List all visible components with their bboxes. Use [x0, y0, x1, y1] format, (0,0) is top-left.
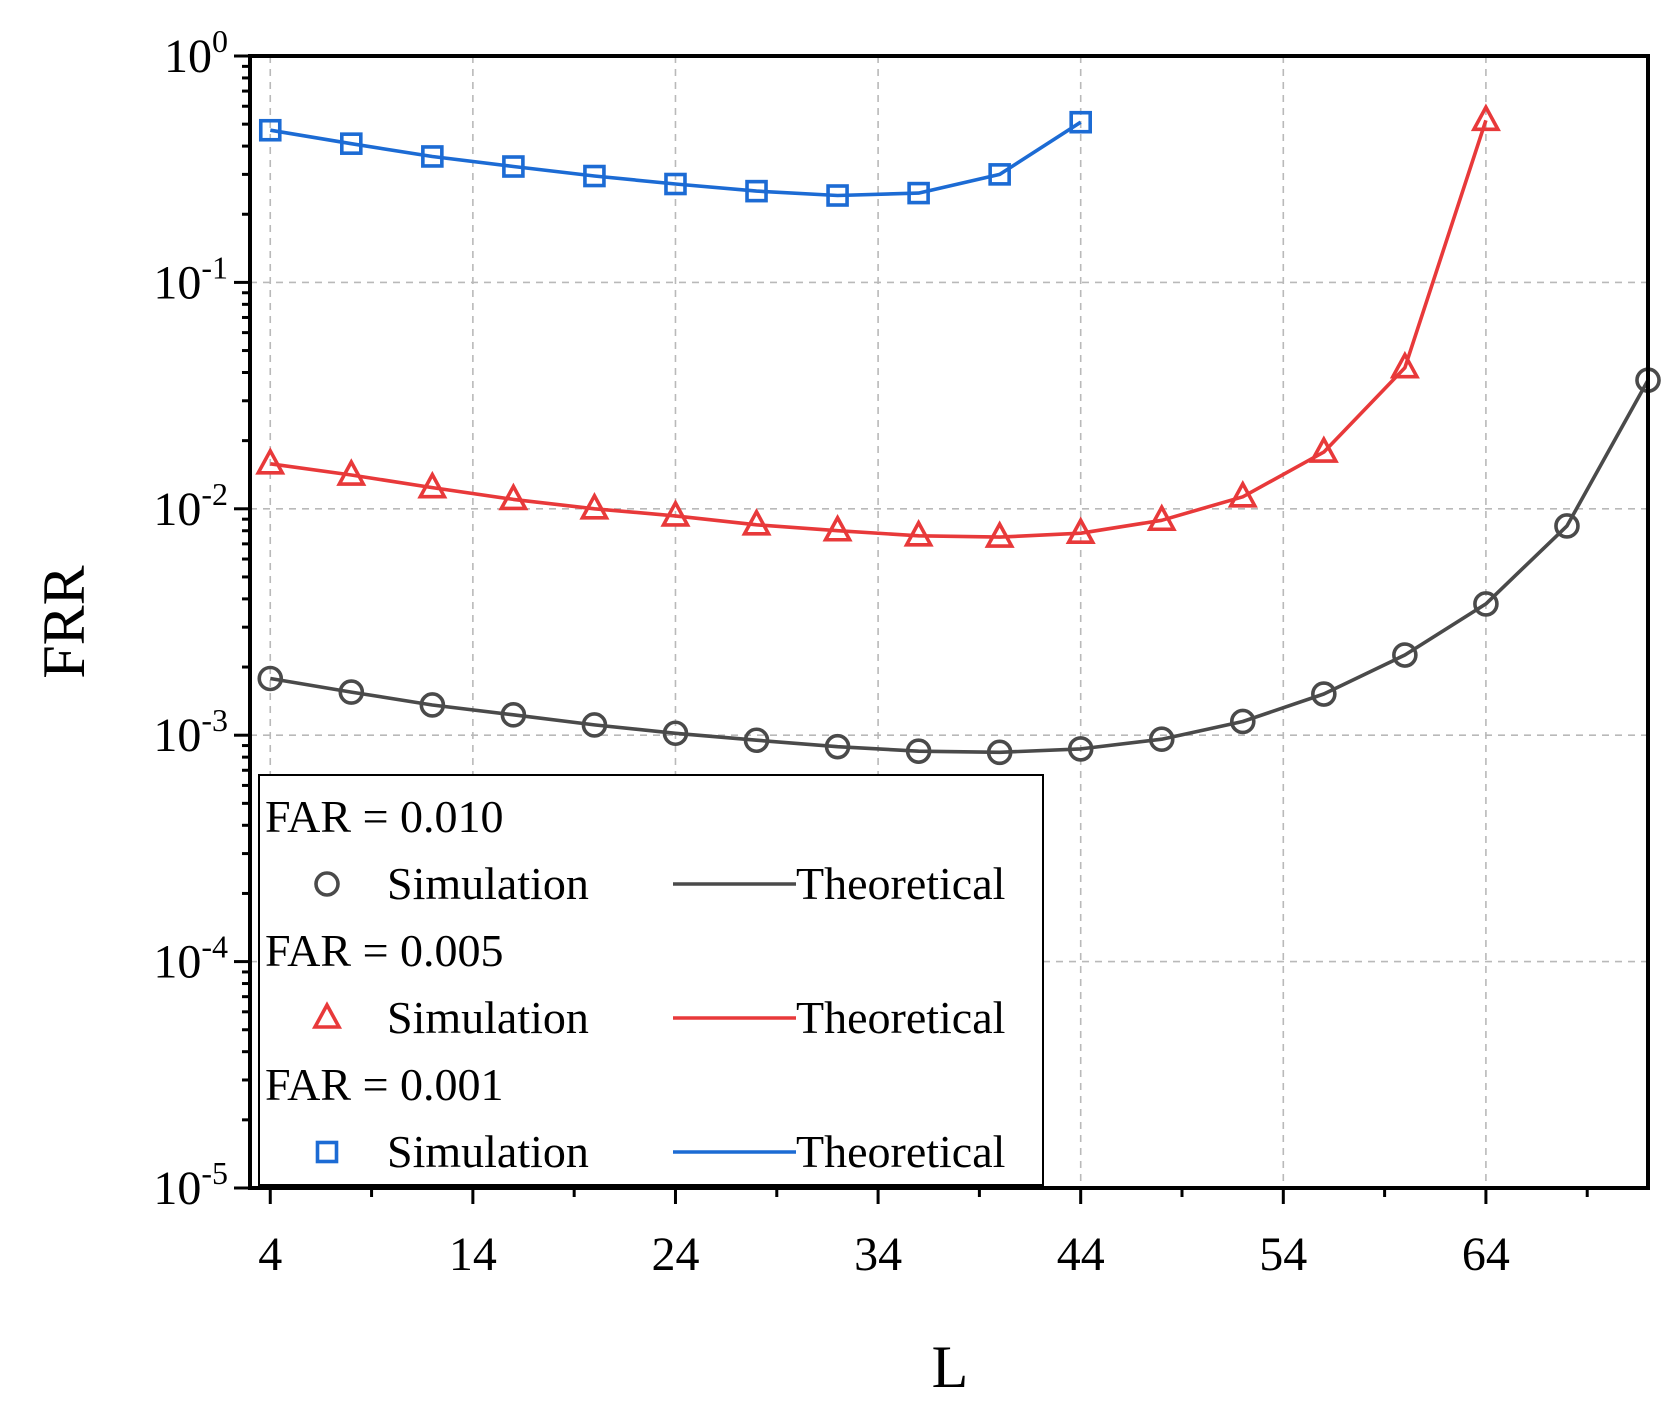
- simulation-marker: [1311, 681, 1337, 707]
- simulation-marker: [1227, 480, 1258, 508]
- x-tick-label: 64: [1462, 1228, 1510, 1281]
- series-group: [257, 367, 1661, 766]
- simulation-marker: [421, 145, 444, 168]
- legend-box: [258, 774, 1044, 1186]
- y-axis-title: FRR: [31, 565, 97, 678]
- simulation-marker: [1392, 642, 1418, 668]
- simulation-marker: [336, 458, 367, 486]
- simulation-marker: [340, 132, 363, 155]
- simulation-marker: [581, 712, 608, 738]
- y-tick-exponent: -1: [201, 249, 228, 285]
- simulation-marker: [1389, 350, 1420, 379]
- x-tick-label: 4: [258, 1228, 282, 1281]
- x-tick-label: 14: [449, 1228, 497, 1281]
- legend-heading: FAR = 0.005: [265, 925, 504, 976]
- simulation-marker: [1067, 736, 1094, 762]
- simulation-marker: [338, 679, 365, 705]
- y-tick-exponent: -4: [201, 929, 228, 965]
- simulation-marker: [1470, 103, 1501, 132]
- y-tick-base: 10: [153, 483, 201, 536]
- legend-heading: FAR = 0.001: [265, 1059, 504, 1110]
- simulation-marker: [984, 520, 1015, 548]
- simulation-marker: [903, 519, 934, 547]
- simulation-marker: [660, 499, 691, 527]
- y-tick-base: 10: [153, 709, 201, 762]
- y-tick-exponent: -2: [201, 476, 228, 512]
- series-group: [255, 103, 1501, 548]
- simulation-marker: [1554, 513, 1580, 539]
- x-tick-label: 34: [854, 1228, 902, 1281]
- y-tick-base: 10: [153, 256, 201, 309]
- simulation-marker: [502, 155, 525, 178]
- legend-theoretical-label: Theoretical: [796, 858, 1005, 909]
- simulation-marker: [822, 513, 853, 542]
- legend-simulation-label: Simulation: [387, 992, 589, 1043]
- legend-marker: [311, 1001, 343, 1029]
- theoretical-line: [270, 379, 1650, 755]
- y-tick-exponent: -3: [201, 702, 228, 738]
- simulation-marker: [1473, 591, 1499, 617]
- simulation-marker: [826, 184, 849, 207]
- simulation-marker: [1065, 516, 1096, 545]
- simulation-marker: [824, 733, 851, 760]
- simulation-marker: [907, 181, 930, 205]
- simulation-marker: [1308, 435, 1339, 463]
- x-tick-label: 24: [651, 1228, 699, 1281]
- simulation-marker: [258, 118, 282, 142]
- simulation-marker: [662, 720, 689, 747]
- series-group: [258, 110, 1092, 207]
- legend-marker: [314, 871, 340, 897]
- y-tick-base: 10: [153, 936, 201, 989]
- plot-frame: [248, 54, 1650, 1190]
- simulation-marker: [1229, 708, 1256, 735]
- simulation-marker: [741, 508, 772, 536]
- legend-theoretical-label: Theoretical: [796, 992, 1005, 1043]
- plot-series: [255, 103, 1661, 766]
- simulation-marker: [664, 172, 687, 196]
- simulation-marker: [745, 179, 768, 203]
- theoretical-line: [270, 120, 1082, 198]
- y-tick-label: 10-3: [153, 702, 228, 762]
- simulation-marker: [743, 727, 770, 754]
- simulation-marker: [498, 482, 529, 511]
- simulation-marker: [583, 164, 606, 188]
- y-tick-label: 10-2: [153, 476, 228, 536]
- simulation-marker: [255, 447, 286, 475]
- simulation-marker: [500, 702, 527, 728]
- y-tick-label: 10-1: [153, 249, 228, 309]
- simulation-marker: [988, 163, 1011, 186]
- simulation-marker: [1148, 726, 1175, 753]
- simulation-marker: [1069, 110, 1092, 134]
- y-tick-label: 100: [164, 23, 228, 83]
- x-axis-title: L: [932, 1334, 969, 1400]
- y-tick-base: 10: [153, 1162, 201, 1215]
- simulation-marker: [1146, 503, 1177, 532]
- legend-heading: FAR = 0.010: [265, 791, 504, 842]
- simulation-marker: [986, 739, 1013, 766]
- legend-simulation-label: Simulation: [387, 858, 589, 909]
- x-tick-label: 54: [1259, 1228, 1307, 1281]
- simulation-marker: [905, 738, 932, 764]
- theoretical-line: [270, 119, 1488, 539]
- y-tick-label: 10-4: [153, 929, 228, 989]
- grid: [250, 56, 1648, 1188]
- y-tick-label: 10-5: [153, 1155, 228, 1215]
- y-tick-exponent: -5: [201, 1155, 228, 1191]
- legend-marker: [315, 1140, 339, 1164]
- y-tick-base: 10: [164, 30, 212, 83]
- legend-simulation-label: Simulation: [387, 1126, 589, 1177]
- simulation-marker: [257, 665, 284, 692]
- simulation-marker: [419, 692, 446, 718]
- y-tick-exponent: 0: [212, 23, 228, 59]
- legend: FAR = 0.010 Simulation Theoretical FAR = 0.…: [258, 774, 1044, 1186]
- legend-theoretical-label: Theoretical: [796, 1126, 1005, 1177]
- simulation-marker: [579, 492, 610, 520]
- x-tick-label: 44: [1057, 1228, 1105, 1281]
- simulation-marker: [417, 470, 448, 499]
